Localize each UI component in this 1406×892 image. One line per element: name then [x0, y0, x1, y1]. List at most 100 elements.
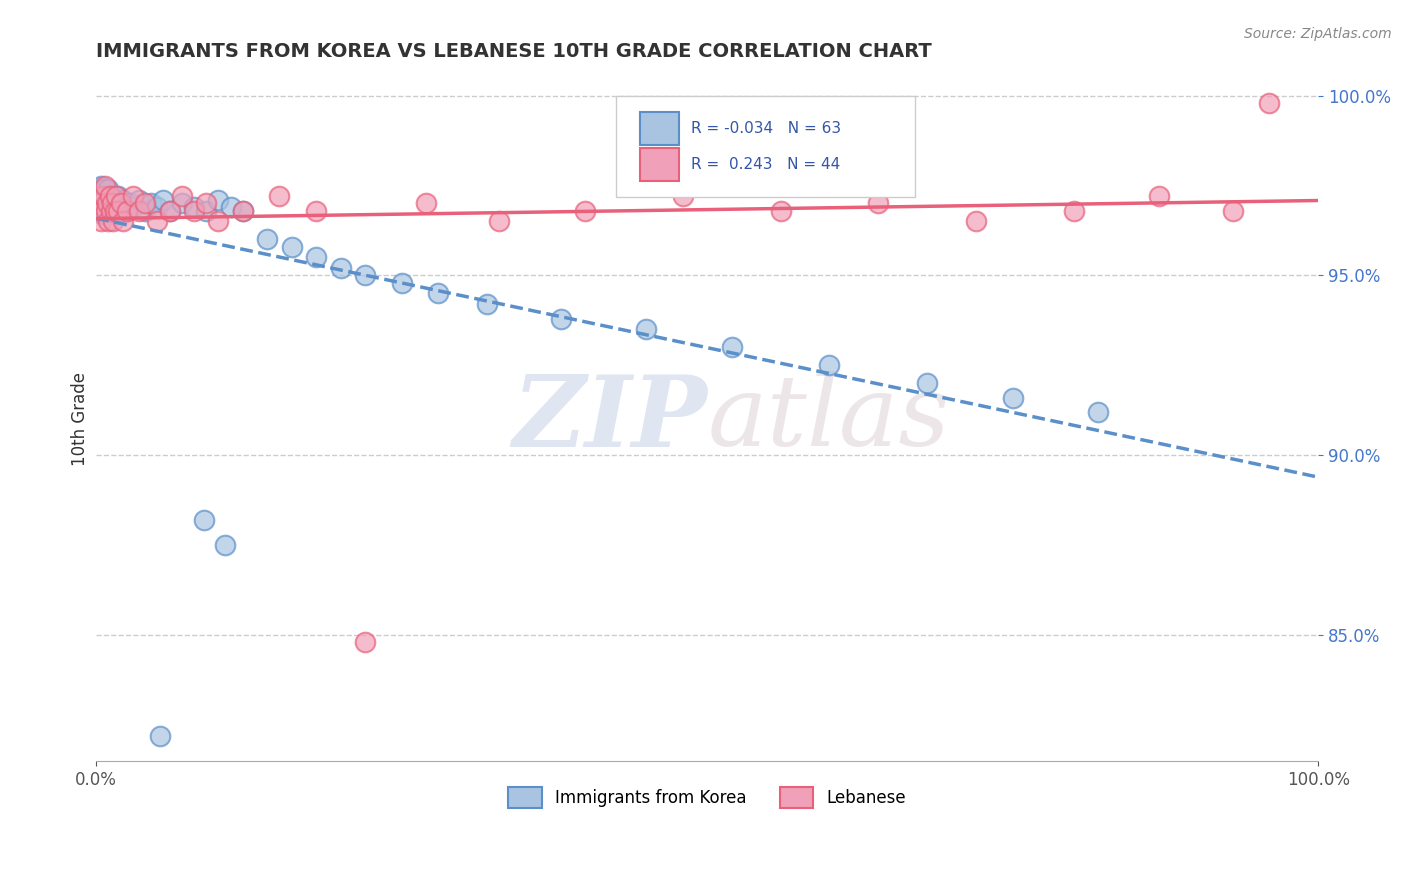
Point: [134, 203, 156, 218]
Point: [280, 240, 302, 254]
Point: [354, 268, 377, 283]
Point: [91, 186, 114, 200]
Point: [427, 286, 450, 301]
Point: [183, 203, 205, 218]
Point: [183, 200, 205, 214]
Point: [108, 196, 131, 211]
Point: [121, 189, 143, 203]
Point: [1087, 405, 1109, 419]
Point: [636, 322, 658, 336]
Point: [110, 200, 132, 214]
Point: [141, 196, 163, 211]
Point: [87, 189, 110, 203]
Point: [107, 189, 129, 203]
Point: [90, 214, 112, 228]
Point: [146, 200, 169, 214]
Point: [170, 196, 193, 211]
Point: [128, 203, 150, 218]
Point: [94, 200, 117, 214]
Point: [193, 513, 215, 527]
Point: [219, 200, 242, 214]
Point: [104, 189, 127, 203]
Point: [98, 189, 121, 203]
Legend: Immigrants from Korea, Lebanese: Immigrants from Korea, Lebanese: [502, 780, 912, 814]
FancyBboxPatch shape: [616, 96, 915, 197]
Point: [120, 196, 142, 211]
Point: [818, 359, 841, 373]
Point: [305, 203, 328, 218]
Point: [115, 203, 138, 218]
Point: [195, 203, 218, 218]
Point: [94, 189, 117, 203]
Point: [720, 340, 742, 354]
Point: [769, 203, 792, 218]
Point: [86, 193, 108, 207]
Point: [574, 203, 596, 218]
Point: [97, 182, 120, 196]
Point: [101, 203, 124, 218]
Point: [103, 193, 125, 207]
Point: [100, 203, 122, 218]
Point: [214, 538, 236, 552]
Point: [93, 193, 115, 207]
Point: [93, 200, 115, 214]
Point: [105, 203, 128, 218]
Point: [915, 376, 938, 391]
Point: [1001, 391, 1024, 405]
Point: [112, 193, 135, 207]
Point: [477, 297, 499, 311]
Point: [96, 196, 118, 211]
Point: [87, 182, 110, 196]
Point: [115, 203, 138, 218]
Point: [100, 200, 122, 214]
Point: [89, 189, 111, 203]
Point: [86, 203, 108, 218]
Point: [104, 200, 127, 214]
Point: [103, 214, 125, 228]
Y-axis label: 10th Grade: 10th Grade: [72, 372, 89, 467]
Point: [91, 203, 114, 218]
Point: [89, 196, 111, 211]
Point: [134, 196, 156, 211]
Point: [93, 178, 115, 193]
Point: [170, 189, 193, 203]
Point: [97, 203, 120, 218]
Point: [103, 196, 125, 211]
Point: [90, 196, 112, 211]
Point: [90, 178, 112, 193]
Point: [305, 251, 328, 265]
Point: [87, 200, 110, 214]
Point: [672, 189, 695, 203]
FancyBboxPatch shape: [640, 112, 679, 145]
Point: [1149, 189, 1171, 203]
Point: [1222, 203, 1244, 218]
Point: [100, 189, 122, 203]
Text: atlas: atlas: [707, 372, 950, 467]
Point: [98, 193, 121, 207]
Point: [391, 276, 413, 290]
Point: [94, 203, 117, 218]
Text: R =  0.243   N = 44: R = 0.243 N = 44: [692, 157, 841, 172]
Point: [550, 311, 572, 326]
Point: [1258, 95, 1281, 110]
Point: [256, 232, 278, 246]
Point: [101, 196, 124, 211]
Text: R = -0.034   N = 63: R = -0.034 N = 63: [692, 121, 841, 136]
Point: [329, 261, 352, 276]
Point: [149, 729, 172, 743]
Point: [91, 207, 114, 221]
Point: [103, 203, 125, 218]
Point: [93, 182, 115, 196]
Point: [965, 214, 987, 228]
Point: [128, 193, 150, 207]
Point: [146, 214, 169, 228]
Point: [97, 214, 120, 228]
Text: ZIP: ZIP: [512, 371, 707, 467]
Text: Source: ZipAtlas.com: Source: ZipAtlas.com: [1244, 27, 1392, 41]
Point: [868, 196, 890, 211]
Point: [107, 203, 129, 218]
Point: [207, 214, 229, 228]
Point: [93, 189, 115, 203]
Point: [96, 196, 118, 211]
Point: [269, 189, 291, 203]
